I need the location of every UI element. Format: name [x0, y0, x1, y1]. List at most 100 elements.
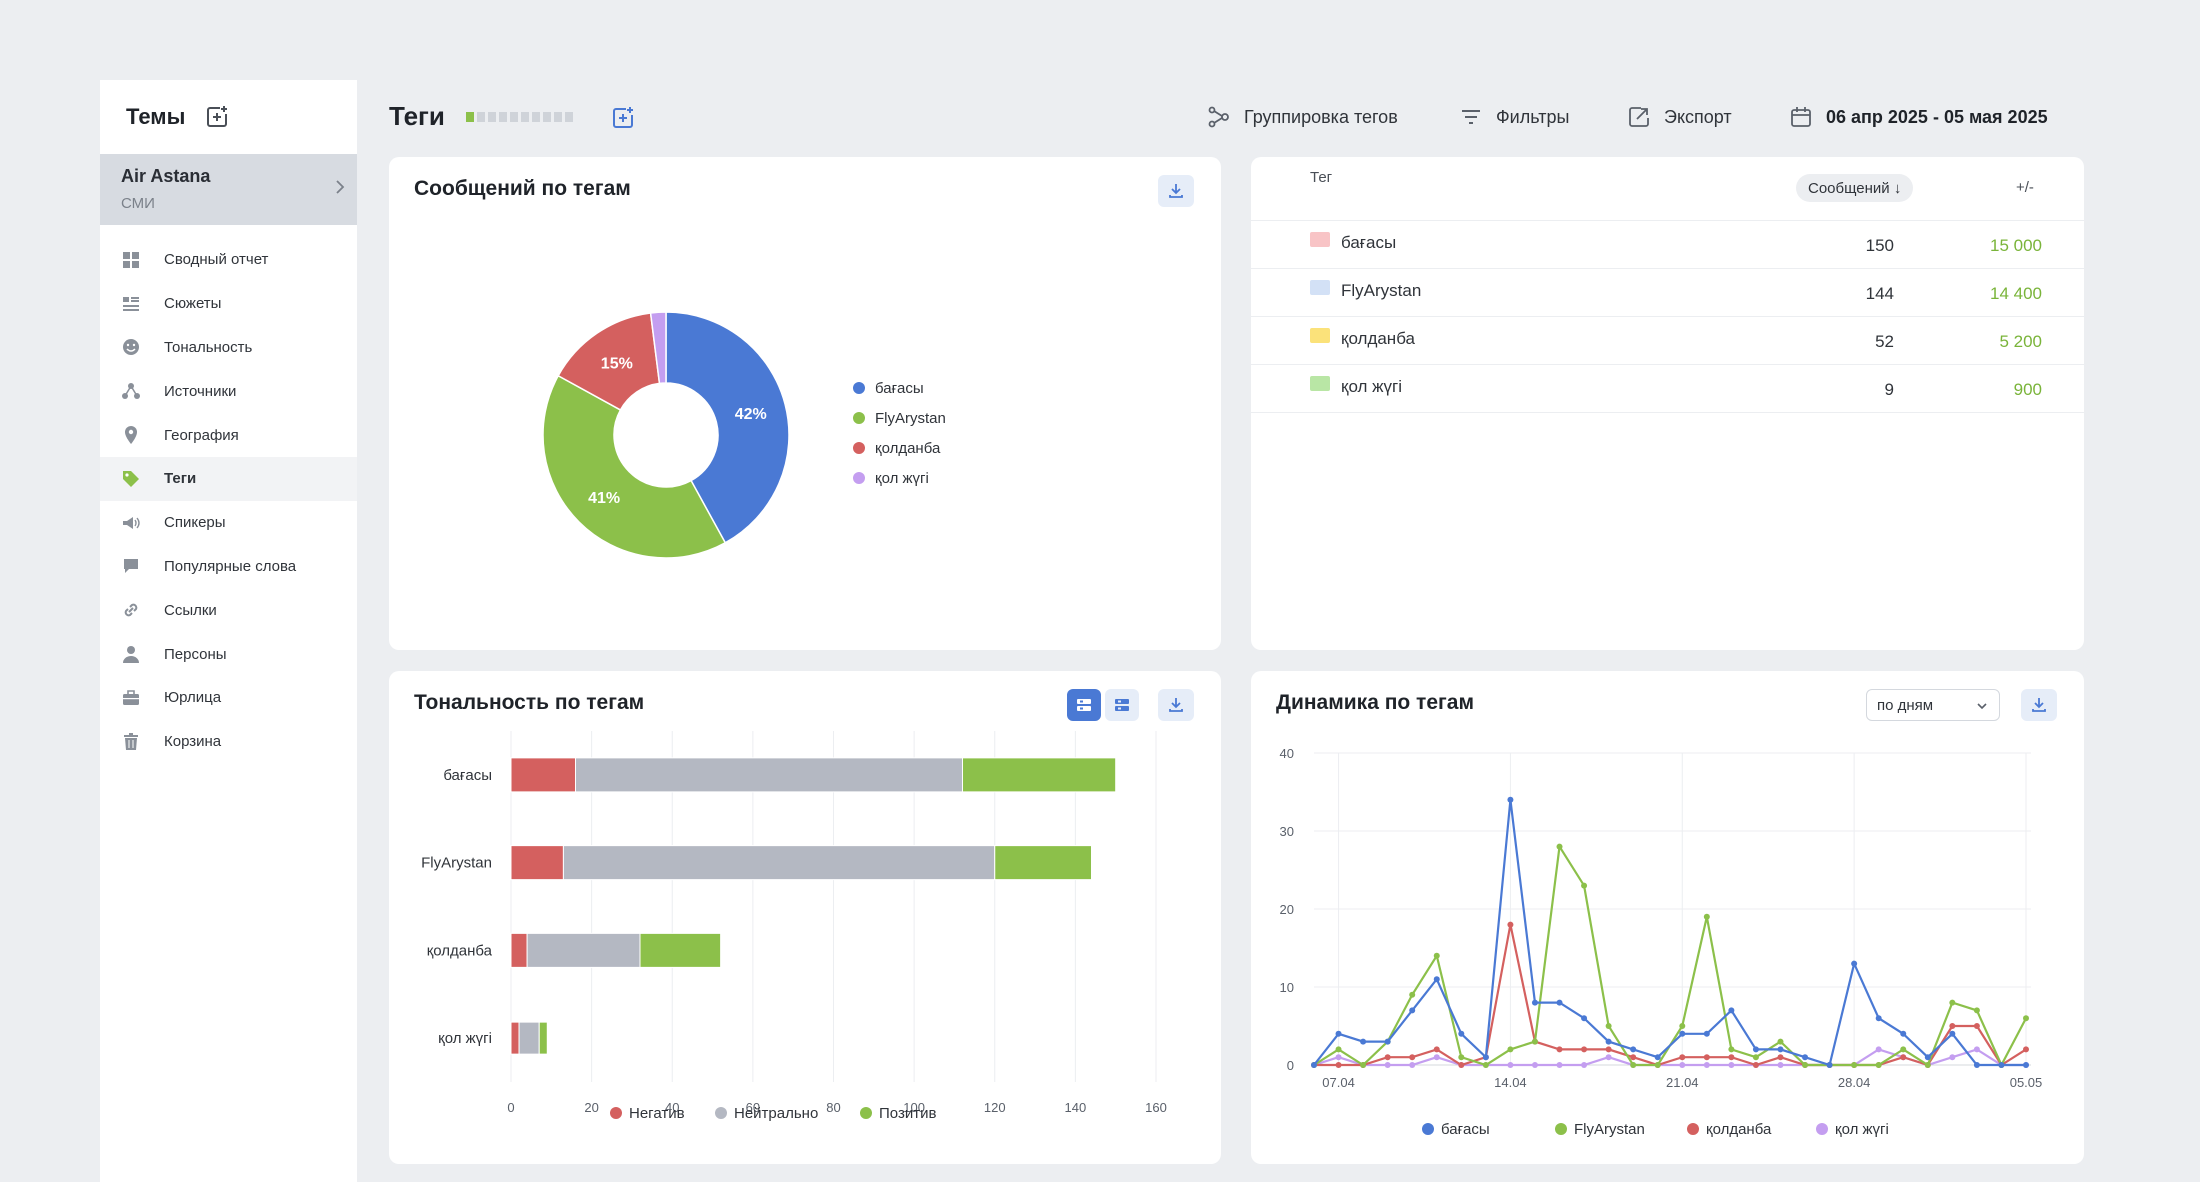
data-point[interactable] — [1605, 1023, 1612, 1029]
data-point[interactable] — [1998, 1062, 2005, 1068]
export-button[interactable]: Экспорт — [1626, 104, 1732, 130]
bar-segment[interactable] — [510, 932, 528, 968]
data-point[interactable] — [1360, 1062, 1367, 1068]
tag-grouping-button[interactable]: Группировка тегов — [1206, 104, 1398, 130]
data-point[interactable] — [1605, 1046, 1612, 1053]
bar-segment[interactable] — [962, 757, 1117, 793]
data-point[interactable] — [1654, 1054, 1661, 1061]
sidebar-item-10[interactable]: Персоны — [100, 632, 357, 676]
data-point[interactable] — [1433, 952, 1440, 959]
data-point[interactable] — [1531, 1038, 1538, 1045]
donut-slice[interactable] — [542, 374, 727, 559]
pager-segment[interactable] — [554, 112, 562, 122]
sidebar-item-12[interactable]: Корзина — [100, 720, 357, 764]
pager-segment[interactable] — [510, 112, 518, 122]
bar-segment[interactable] — [526, 932, 641, 968]
bar-segment[interactable] — [639, 932, 722, 968]
column-messages-sort[interactable]: Сообщений ↓ — [1796, 174, 1914, 202]
data-point[interactable] — [1703, 913, 1710, 920]
data-point[interactable] — [1605, 1054, 1612, 1061]
data-point[interactable] — [1433, 976, 1440, 983]
data-point[interactable] — [1875, 1015, 1882, 1022]
bar-segment[interactable] — [575, 757, 963, 793]
donut-slice[interactable] — [649, 311, 667, 385]
data-point[interactable] — [1507, 921, 1514, 928]
series-line[interactable] — [1314, 924, 2027, 1067]
pager-segment[interactable] — [521, 112, 529, 122]
data-point[interactable] — [1581, 1062, 1588, 1068]
data-point[interactable] — [1581, 1015, 1588, 1022]
data-point[interactable] — [1973, 1023, 1980, 1029]
download-button[interactable] — [1158, 689, 1194, 721]
pager-segment[interactable] — [543, 112, 551, 122]
data-point[interactable] — [1900, 1030, 1907, 1037]
data-point[interactable] — [1556, 843, 1563, 850]
data-point[interactable] — [1973, 1062, 1980, 1068]
data-point[interactable] — [1311, 1062, 1317, 1068]
data-point[interactable] — [1777, 1054, 1784, 1061]
donut-slice[interactable] — [665, 311, 790, 544]
data-point[interactable] — [1728, 1054, 1735, 1061]
data-point[interactable] — [1556, 1062, 1563, 1068]
data-point[interactable] — [1409, 1054, 1416, 1061]
data-point[interactable] — [1531, 999, 1538, 1006]
data-point[interactable] — [1728, 1046, 1735, 1053]
data-point[interactable] — [1875, 1046, 1882, 1053]
stacked-view-toggle[interactable] — [1067, 689, 1101, 721]
data-point[interactable] — [1630, 1046, 1637, 1053]
data-point[interactable] — [1581, 1046, 1588, 1053]
data-point[interactable] — [1433, 1054, 1440, 1061]
data-point[interactable] — [1384, 1054, 1391, 1061]
data-point[interactable] — [1875, 1062, 1882, 1068]
sidebar-item-1[interactable]: Сводный отчет — [100, 238, 357, 282]
period-select[interactable]: по дням — [1866, 689, 2000, 721]
data-point[interactable] — [1777, 1046, 1784, 1053]
data-point[interactable] — [1973, 1007, 1980, 1014]
data-point[interactable] — [1507, 796, 1514, 803]
pager-segment[interactable] — [477, 112, 485, 122]
data-point[interactable] — [1605, 1038, 1612, 1045]
data-point[interactable] — [1458, 1062, 1465, 1068]
tag-pager[interactable] — [466, 112, 573, 122]
sidebar-item-9[interactable]: Ссылки — [100, 588, 357, 632]
data-point[interactable] — [1752, 1062, 1759, 1068]
download-button[interactable] — [1158, 175, 1194, 207]
data-point[interactable] — [1556, 1046, 1563, 1053]
data-point[interactable] — [1458, 1030, 1465, 1037]
data-point[interactable] — [1360, 1038, 1367, 1045]
data-point[interactable] — [1924, 1054, 1931, 1061]
filters-button[interactable]: Фильтры — [1458, 104, 1569, 130]
sidebar-item-5[interactable]: География — [100, 413, 357, 457]
data-point[interactable] — [1924, 1062, 1931, 1068]
data-point[interactable] — [1802, 1062, 1809, 1068]
download-button[interactable] — [2021, 689, 2057, 721]
data-point[interactable] — [1482, 1062, 1489, 1068]
sidebar-item-11[interactable]: Юрлица — [100, 676, 357, 720]
data-point[interactable] — [1335, 1030, 1342, 1037]
data-point[interactable] — [1703, 1054, 1710, 1061]
data-point[interactable] — [1851, 960, 1858, 967]
data-point[interactable] — [1679, 1062, 1686, 1068]
data-point[interactable] — [1802, 1054, 1809, 1061]
grouped-view-toggle[interactable] — [1105, 689, 1139, 721]
data-point[interactable] — [1949, 1030, 1956, 1037]
date-range-picker[interactable]: 06 апр 2025 - 05 мая 2025 — [1788, 104, 2048, 130]
data-point[interactable] — [1507, 1046, 1514, 1053]
table-row[interactable]: FlyArystan 144 14 400 — [1251, 269, 2084, 317]
bar-segment[interactable] — [562, 845, 996, 881]
table-row[interactable]: қолданба 52 5 200 — [1251, 317, 2084, 365]
data-point[interactable] — [1703, 1030, 1710, 1037]
pager-segment[interactable] — [532, 112, 540, 122]
data-point[interactable] — [1531, 1062, 1538, 1068]
pager-segment[interactable] — [466, 112, 474, 122]
data-point[interactable] — [1335, 1062, 1342, 1068]
bar-segment[interactable] — [510, 1021, 520, 1055]
data-point[interactable] — [1482, 1054, 1489, 1061]
data-point[interactable] — [1409, 991, 1416, 998]
data-point[interactable] — [2023, 1062, 2029, 1068]
data-point[interactable] — [1409, 1007, 1416, 1014]
data-point[interactable] — [1679, 1054, 1686, 1061]
table-row[interactable]: бағасы 150 15 000 — [1251, 221, 2084, 269]
table-row[interactable]: қол жүгі 9 900 — [1251, 365, 2084, 413]
bar-segment[interactable] — [538, 1021, 548, 1055]
